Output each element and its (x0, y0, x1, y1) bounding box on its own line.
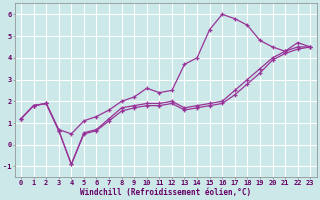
X-axis label: Windchill (Refroidissement éolien,°C): Windchill (Refroidissement éolien,°C) (80, 188, 251, 197)
